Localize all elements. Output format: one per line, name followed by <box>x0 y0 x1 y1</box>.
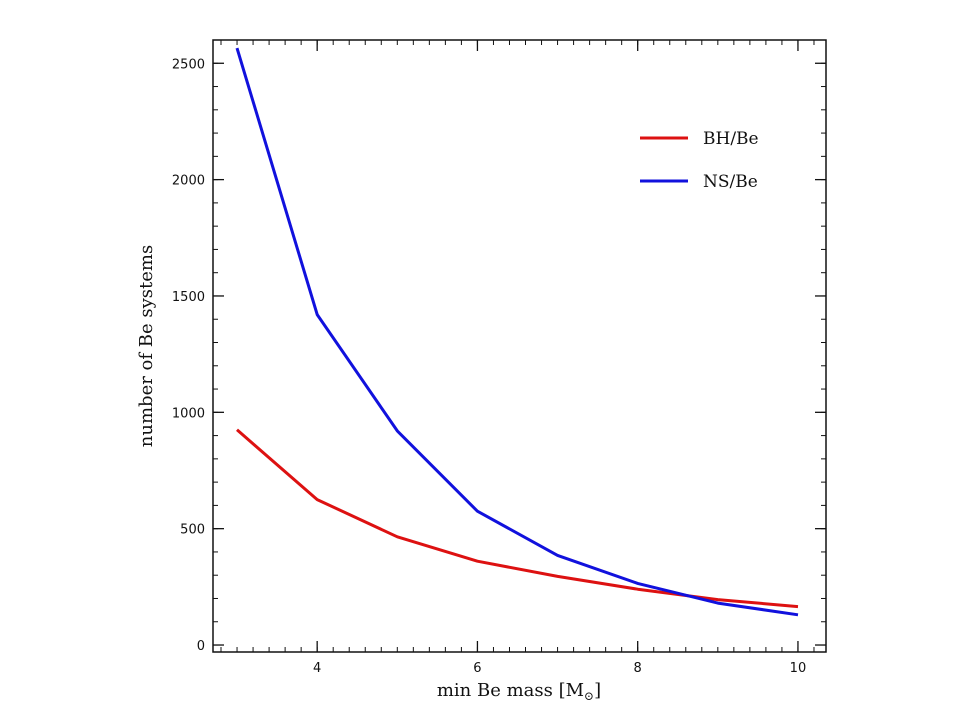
legend-label-bh-be: BH/Be <box>703 129 759 149</box>
x-tick-label: 8 <box>634 661 642 676</box>
x-tick-label: 4 <box>313 661 321 676</box>
major-ticks <box>213 40 826 652</box>
y-axis-title: number of Be systems <box>136 245 157 447</box>
y-tick-label: 2000 <box>172 174 205 189</box>
y-tick-label: 1500 <box>172 290 205 305</box>
legend: BH/Be NS/Be <box>640 129 759 192</box>
x-tick-label: 10 <box>790 661 807 676</box>
series-line-ns-be <box>235 47 799 617</box>
sun-symbol: ⊙ <box>584 689 594 703</box>
x-tick-label: 6 <box>473 661 481 676</box>
y-tick-label: 1000 <box>172 406 205 421</box>
series-lines <box>235 47 799 617</box>
y-tick-labels: 0 500 1000 1500 2000 2500 <box>172 57 205 654</box>
plot-frame <box>212 39 827 653</box>
y-tick-label: 500 <box>180 523 205 538</box>
x-tick-labels: 4 6 8 10 <box>313 661 806 676</box>
legend-label-ns-be: NS/Be <box>703 172 758 192</box>
series-line-bh-be <box>236 428 799 609</box>
x-axis-title: min Be mass [M⊙] <box>437 680 601 703</box>
y-tick-label: 2500 <box>172 57 205 72</box>
y-tick-label: 0 <box>197 639 205 654</box>
